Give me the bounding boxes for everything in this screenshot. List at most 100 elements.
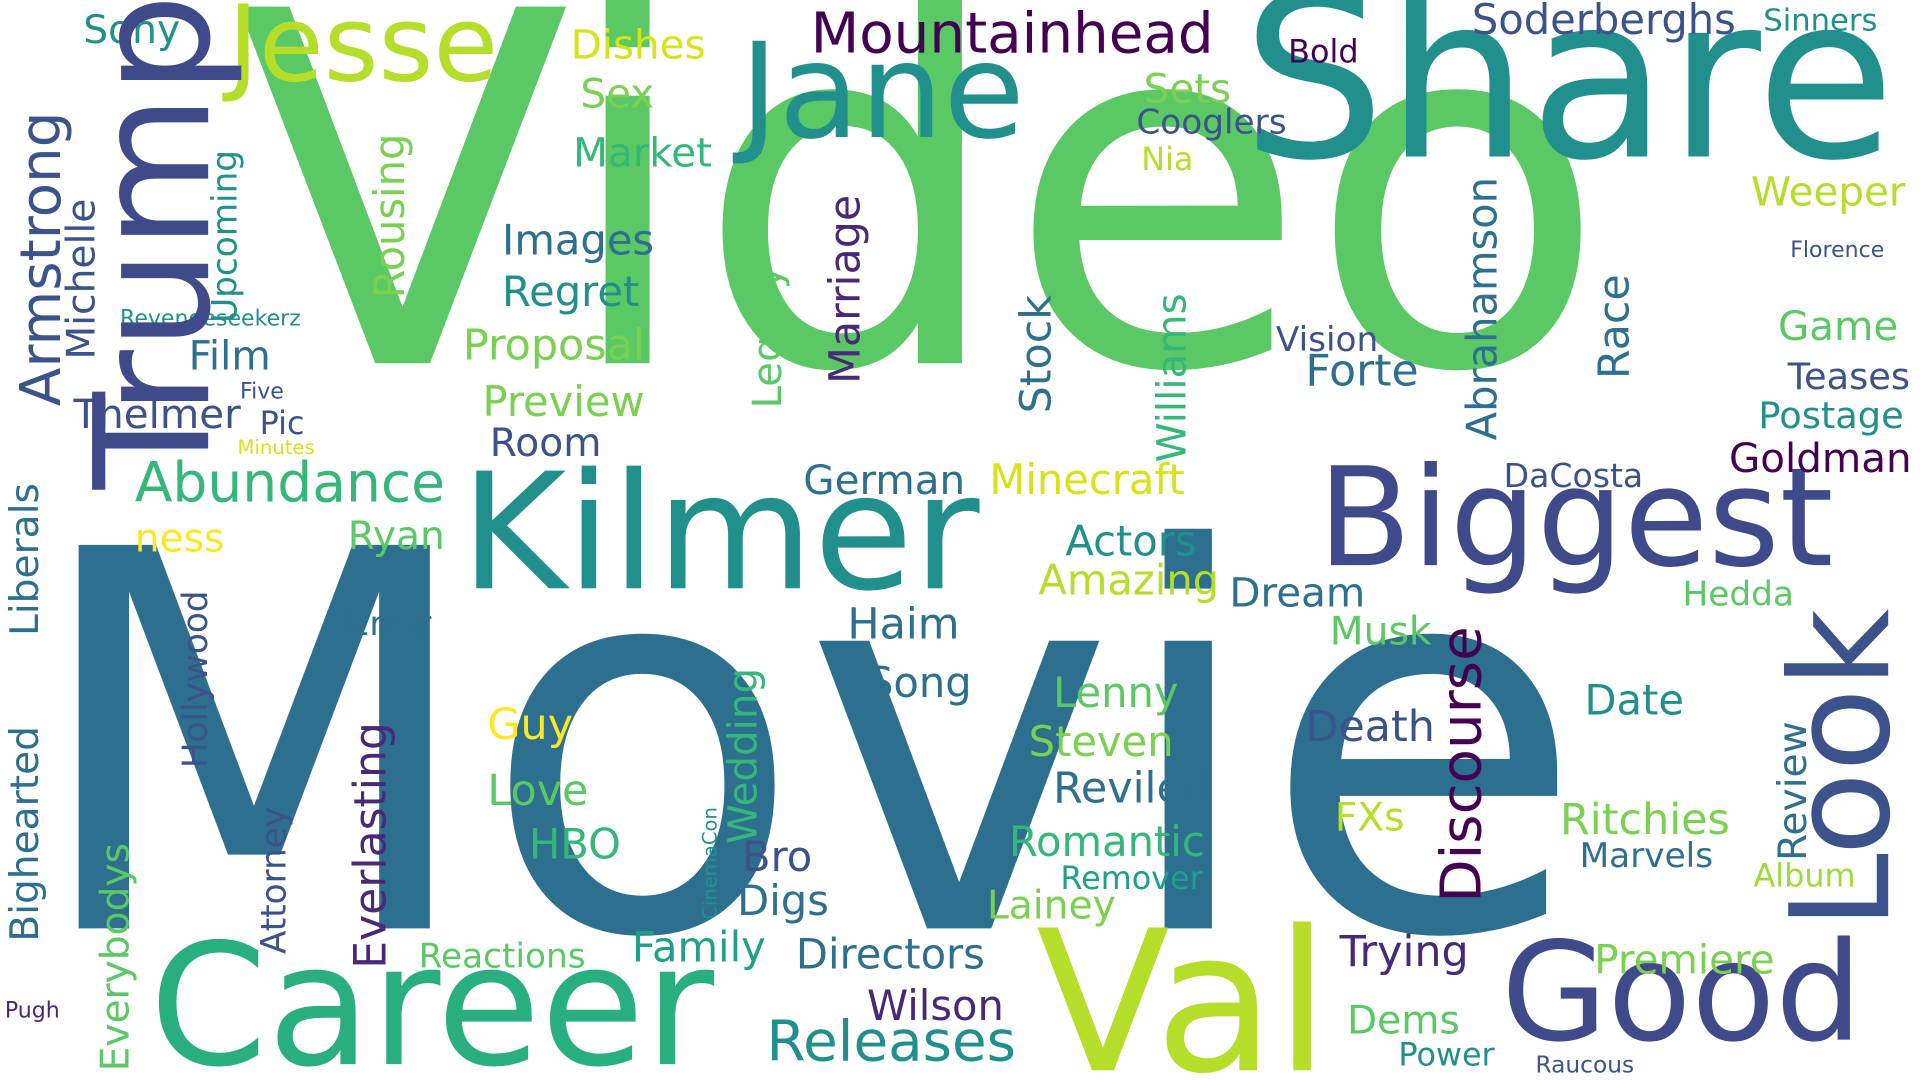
word-biggest: Biggest bbox=[1317, 439, 1834, 599]
word-hollywood: Hollywood bbox=[175, 590, 216, 769]
word-soderberghs: Soderberghs bbox=[1471, 0, 1736, 46]
word-kilmer: Kilmer bbox=[460, 439, 980, 628]
word-lainey: Lainey bbox=[986, 881, 1116, 929]
word-goldman: Goldman bbox=[1728, 434, 1912, 482]
word-liberals: Liberals bbox=[1, 483, 48, 637]
word-dishes: Dishes bbox=[570, 20, 706, 69]
word-cinemacon: CinemaCon bbox=[697, 807, 722, 920]
word-german: German bbox=[803, 456, 966, 504]
word-song: Song bbox=[866, 659, 972, 709]
word-sinners: Sinners bbox=[1763, 2, 1878, 38]
word-rousing: Rousing bbox=[366, 133, 416, 299]
word-marriage: Marriage bbox=[821, 194, 871, 385]
word-hbo: HBO bbox=[528, 820, 621, 870]
word-bold: Bold bbox=[1288, 34, 1359, 71]
word-attorney: Attorney bbox=[253, 806, 294, 955]
word-ryan: Ryan bbox=[347, 512, 445, 559]
word-pugh: Pugh bbox=[4, 998, 60, 1024]
word-pic: Pic bbox=[259, 406, 305, 443]
word-album: Album bbox=[1753, 858, 1856, 896]
word-trying: Trying bbox=[1339, 928, 1469, 978]
word-releases: Releases bbox=[766, 1007, 1016, 1074]
word-reviled: Reviled bbox=[1053, 764, 1211, 814]
word-market: Market bbox=[573, 128, 712, 177]
word-dream: Dream bbox=[1229, 568, 1366, 617]
word-room: Room bbox=[489, 419, 602, 467]
word-movie: Movie bbox=[26, 441, 1586, 1054]
word-jesse: Jesse bbox=[227, 0, 499, 107]
word-film: Film bbox=[188, 331, 271, 380]
word-revengeseekerz: Revengeseekerz bbox=[120, 305, 301, 332]
word-cooglers: Cooglers bbox=[1136, 101, 1287, 142]
word-upcoming: Upcoming bbox=[204, 149, 245, 323]
word-steven: Steven bbox=[1028, 717, 1174, 767]
word-regret: Regret bbox=[502, 267, 640, 317]
word-musk: Musk bbox=[1329, 607, 1432, 655]
word-proposal: Proposal bbox=[462, 321, 645, 371]
word-weeper: Weeper bbox=[1751, 167, 1906, 216]
word-good: Good bbox=[1501, 913, 1863, 1073]
word-stock: Stock bbox=[1012, 294, 1062, 414]
word-mountainhead: Mountainhead bbox=[810, 0, 1214, 67]
word-everybodys: Everybodys bbox=[91, 843, 139, 1072]
word-marvels: Marvels bbox=[1579, 835, 1714, 876]
word-legacy: Legacy bbox=[743, 265, 792, 409]
word-actors: Actors bbox=[1065, 517, 1197, 567]
word-hedda: Hedda bbox=[1682, 573, 1794, 614]
word-error: Error bbox=[347, 602, 432, 644]
word-preview: Preview bbox=[482, 377, 645, 427]
word-ritchies: Ritchies bbox=[1560, 796, 1730, 846]
word-wilson: Wilson bbox=[866, 982, 1004, 1032]
word-directors: Directors bbox=[795, 930, 985, 980]
word-vision: Vision bbox=[1275, 319, 1379, 360]
word-images: Images bbox=[502, 216, 655, 266]
word-sets: Sets bbox=[1143, 64, 1232, 113]
word-raucous: Raucous bbox=[1535, 1051, 1635, 1079]
word-premiere: Premiere bbox=[1594, 935, 1775, 984]
word-abrahamson: Abrahamson bbox=[1458, 177, 1508, 441]
word-jane: Jane bbox=[739, 15, 1025, 169]
word-date: Date bbox=[1584, 676, 1685, 726]
word-teases: Teases bbox=[1787, 355, 1910, 399]
word-minutes: Minutes bbox=[237, 435, 315, 459]
word-career: Career bbox=[149, 907, 715, 1080]
word-ness: ness bbox=[134, 514, 225, 562]
word-review: Review bbox=[1769, 721, 1816, 862]
word-video: Video bbox=[235, 0, 1608, 480]
word-michelle: Michelle bbox=[57, 198, 105, 360]
word-five: Five bbox=[240, 379, 284, 405]
word-death: Death bbox=[1305, 703, 1435, 753]
word-romantic: Romantic bbox=[1008, 818, 1205, 868]
word-abundance: Abundance bbox=[134, 450, 446, 515]
word-wedding: Wedding bbox=[718, 667, 767, 844]
word-forte: Forte bbox=[1305, 346, 1419, 397]
word-lenny: Lenny bbox=[1053, 669, 1179, 718]
word-power: Power bbox=[1398, 1037, 1495, 1074]
word-reactions: Reactions bbox=[418, 935, 586, 977]
word-share: Share bbox=[1241, 0, 1896, 211]
word-digs: Digs bbox=[737, 876, 829, 926]
word-nia: Nia bbox=[1141, 141, 1194, 179]
word-race: Race bbox=[1590, 274, 1640, 380]
word-family: Family bbox=[631, 923, 766, 973]
word-discourse: Discourse bbox=[1427, 626, 1494, 903]
word-val: Val bbox=[1035, 887, 1330, 1080]
word-bighearted: Bighearted bbox=[1, 725, 48, 942]
word-game: Game bbox=[1777, 302, 1899, 350]
word-sex: Sex bbox=[580, 69, 655, 118]
word-bro: Bro bbox=[742, 832, 813, 882]
word-love: Love bbox=[487, 766, 589, 816]
word-fxs: FXs bbox=[1334, 793, 1405, 841]
word-dems: Dems bbox=[1346, 996, 1460, 1044]
word-thelmer: Thelmer bbox=[73, 390, 241, 438]
word-amazing: Amazing bbox=[1038, 556, 1220, 606]
word-guy: Guy bbox=[487, 700, 574, 750]
word-minecraft: Minecraft bbox=[989, 456, 1185, 506]
word-remover: Remover bbox=[1060, 861, 1203, 898]
word-dacosta: DaCosta bbox=[1503, 457, 1644, 496]
word-williams: Williams bbox=[1147, 293, 1196, 463]
word-everlasting: Everlasting bbox=[346, 722, 397, 969]
word-sony: Sony bbox=[83, 6, 181, 53]
word-postage: Postage bbox=[1758, 395, 1904, 438]
